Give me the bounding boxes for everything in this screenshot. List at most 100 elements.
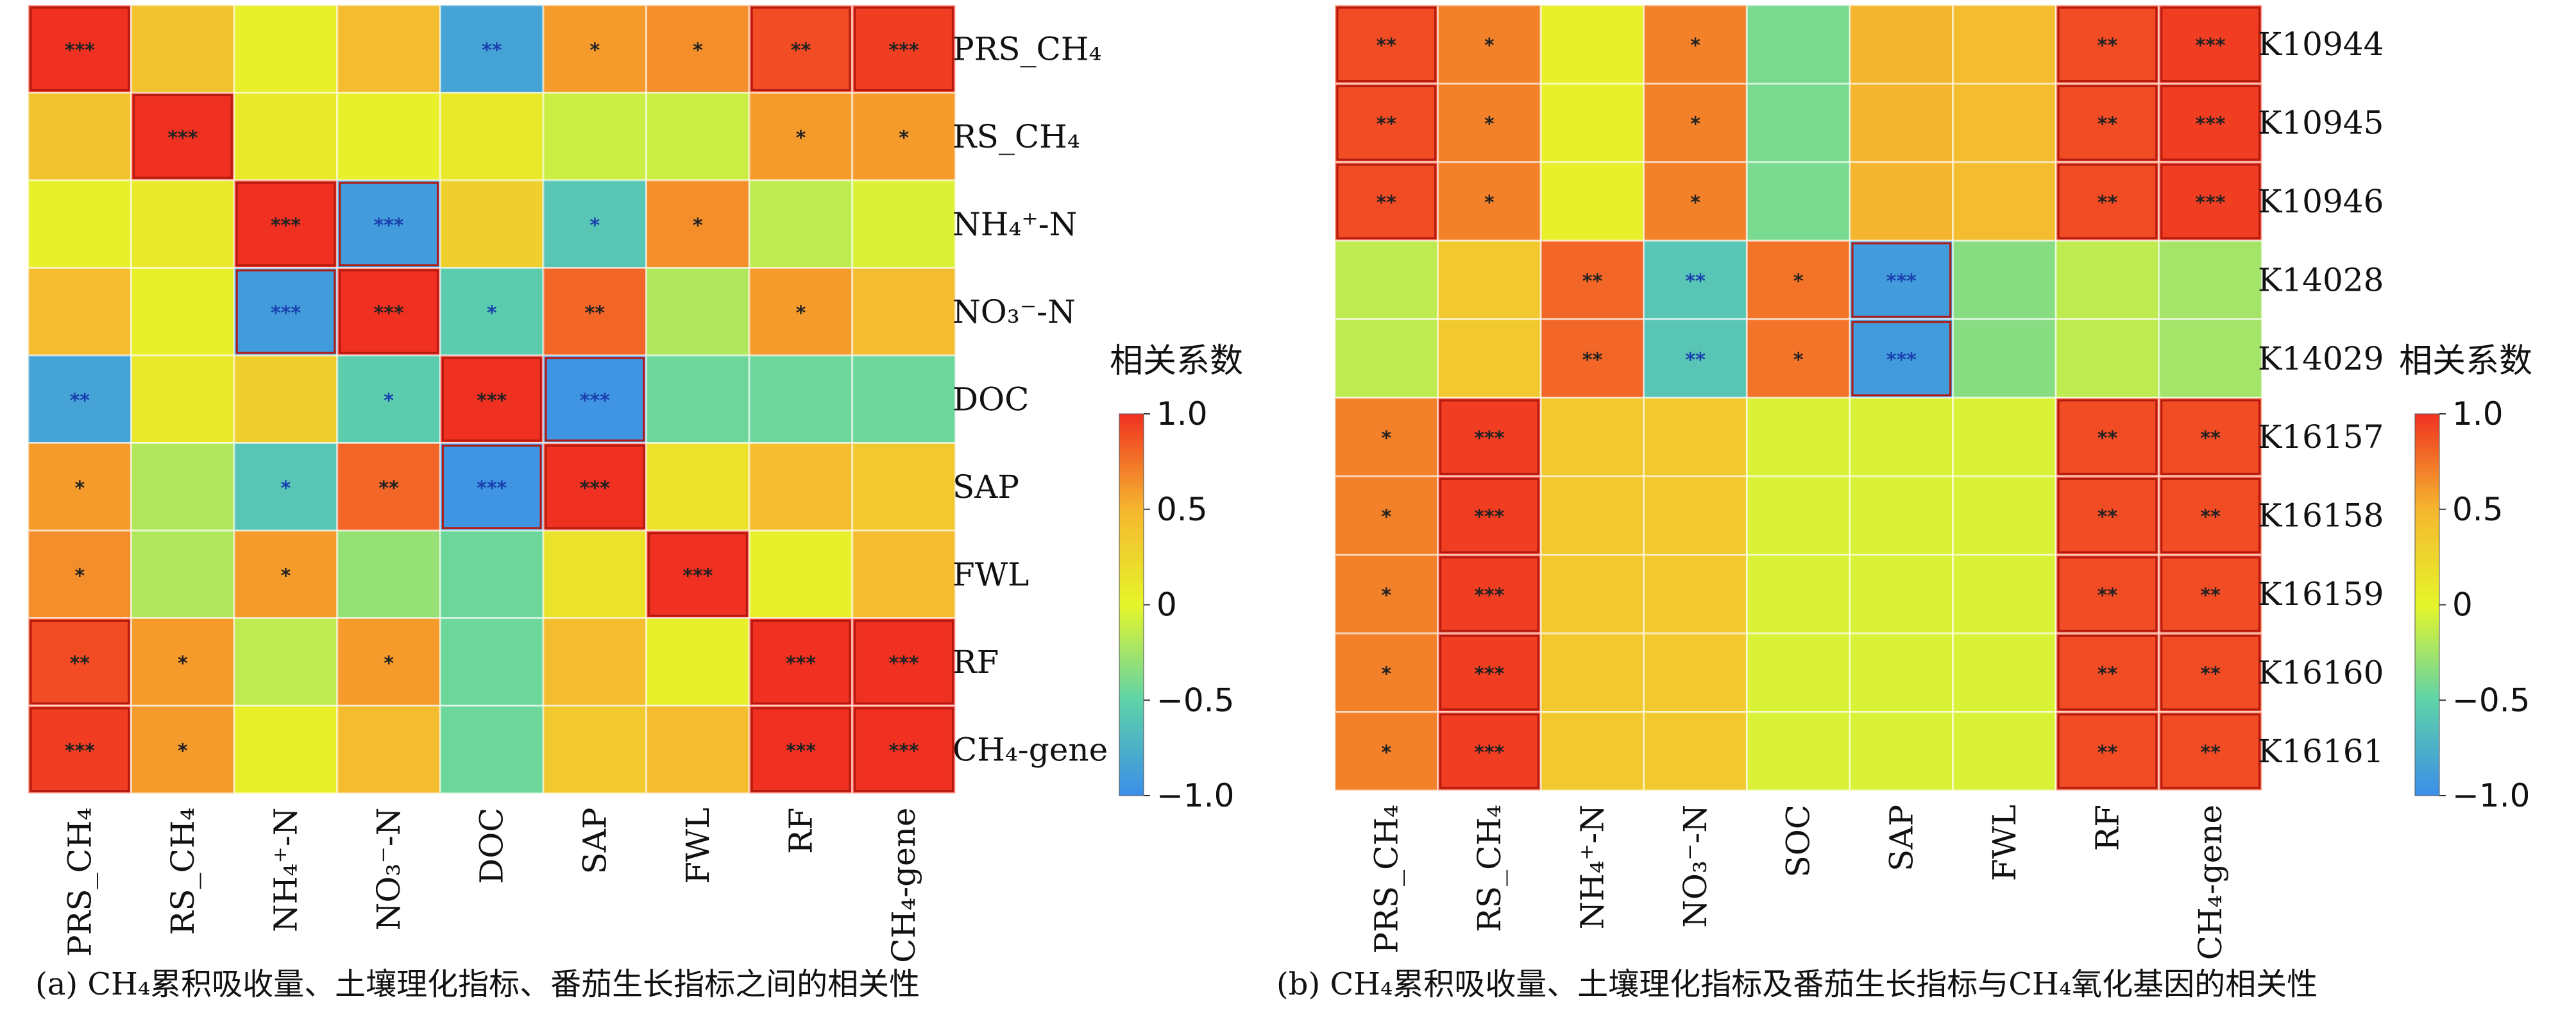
heatmap-cell bbox=[1952, 161, 2057, 242]
heatmap-cell bbox=[1643, 632, 1748, 714]
significance-label: * bbox=[693, 39, 703, 62]
heatmap-cell bbox=[542, 529, 648, 619]
cell-highlight-border bbox=[2057, 714, 2158, 789]
heatmap-cell bbox=[851, 179, 956, 269]
significance-label: * bbox=[1793, 349, 1804, 372]
cell-highlight-border bbox=[545, 357, 645, 441]
significance-label: ** bbox=[2200, 663, 2221, 685]
heatmap-cell bbox=[1334, 4, 1439, 85]
cell-highlight-border bbox=[854, 6, 954, 91]
significance-label: * bbox=[281, 565, 291, 587]
heatmap-cell bbox=[1334, 318, 1439, 399]
heatmap-cell bbox=[748, 267, 854, 357]
cell-highlight-border bbox=[2057, 164, 2158, 239]
heatmap-cell bbox=[748, 529, 854, 619]
heatmap-cell bbox=[1745, 239, 1851, 321]
heatmap-cell bbox=[2055, 82, 2160, 164]
cell-highlight-border bbox=[441, 445, 542, 529]
colorbar bbox=[2414, 413, 2440, 796]
heatmap-cell bbox=[1745, 475, 1851, 556]
heatmap-cell bbox=[233, 4, 339, 94]
heatmap-cell bbox=[748, 179, 854, 269]
column-label: NH₄⁺-N bbox=[267, 808, 305, 932]
significance-label: *** bbox=[2196, 192, 2226, 214]
heatmap-cell bbox=[130, 354, 235, 444]
significance-label: ** bbox=[1685, 349, 1706, 372]
heatmap-cell bbox=[336, 179, 441, 269]
heatmap-cell bbox=[1643, 82, 1748, 164]
heatmap-cell bbox=[1849, 82, 1954, 164]
heatmap-cell bbox=[439, 529, 545, 619]
cell-highlight-border bbox=[2057, 556, 2158, 632]
heatmap-cell bbox=[2158, 239, 2263, 321]
heatmap-cell bbox=[1334, 161, 1439, 242]
cell-highlight-border bbox=[2057, 85, 2158, 161]
row-label: RS_CH₄ bbox=[953, 118, 1080, 155]
significance-label: *** bbox=[271, 302, 301, 325]
heatmap-cell bbox=[851, 705, 956, 794]
row-label: PRS_CH₄ bbox=[953, 30, 1101, 67]
heatmap-cell bbox=[27, 529, 133, 619]
heatmap-cell bbox=[1952, 554, 2057, 635]
heatmap-cell bbox=[439, 4, 545, 94]
heatmap-cell bbox=[1437, 318, 1542, 399]
heatmap-cell bbox=[1539, 82, 1645, 164]
heatmap-cell bbox=[2158, 397, 2263, 477]
significance-label: * bbox=[589, 214, 600, 237]
heatmap-cell bbox=[645, 705, 750, 794]
column-label: CH₄-gene bbox=[885, 808, 922, 963]
significance-label: ** bbox=[2097, 663, 2118, 685]
heatmap-cell bbox=[233, 179, 339, 269]
significance-label: *** bbox=[889, 39, 919, 62]
significance-label: ** bbox=[1582, 349, 1603, 372]
row-label: K10945 bbox=[2258, 105, 2384, 142]
heatmap-cell bbox=[27, 442, 133, 532]
heatmap-cell bbox=[1849, 475, 1954, 556]
significance-label: * bbox=[796, 302, 806, 325]
cell-highlight-border bbox=[854, 707, 954, 792]
heatmap-cell bbox=[1437, 4, 1542, 85]
colorbar-tick-label: 0 bbox=[1157, 586, 1177, 624]
colorbar-title: 相关系数 bbox=[2399, 342, 2532, 380]
heatmap-cell bbox=[336, 529, 441, 619]
significance-label: ** bbox=[1582, 270, 1603, 293]
significance-label: *** bbox=[477, 477, 507, 500]
row-label: K16160 bbox=[2258, 654, 2384, 691]
significance-label: * bbox=[1484, 35, 1495, 57]
heatmap-cell bbox=[233, 442, 339, 532]
heatmap-cell bbox=[1539, 711, 1645, 792]
colorbar-tick-label: 0.5 bbox=[2452, 491, 2504, 528]
heatmap-cell bbox=[2158, 161, 2263, 242]
heatmap-cell bbox=[2055, 318, 2160, 399]
colorbar-tick-label: −0.5 bbox=[1157, 681, 1234, 719]
heatmap-cell bbox=[130, 179, 235, 269]
significance-label: ** bbox=[2097, 585, 2118, 607]
heatmap-cell bbox=[2158, 711, 2263, 792]
significance-label: ** bbox=[2097, 742, 2118, 764]
heatmap-cell bbox=[1745, 397, 1851, 477]
heatmap-cell bbox=[542, 92, 648, 182]
significance-label: ** bbox=[2200, 585, 2221, 607]
heatmap-cell bbox=[1952, 239, 2057, 321]
cell-highlight-border bbox=[1439, 635, 1539, 711]
significance-label: *** bbox=[2196, 114, 2226, 136]
heatmap-cell bbox=[1952, 318, 2057, 399]
significance-label: * bbox=[1690, 35, 1700, 57]
cell-highlight-border bbox=[1336, 85, 1437, 161]
cell-highlight-border bbox=[750, 6, 851, 91]
column-label: NO₃⁻-N bbox=[370, 808, 407, 931]
heatmap-cell bbox=[336, 4, 441, 94]
heatmap-cell bbox=[1849, 161, 1954, 242]
significance-label: ** bbox=[70, 653, 90, 675]
column-label: RF bbox=[2089, 805, 2126, 851]
significance-label: *** bbox=[1886, 270, 1917, 293]
heatmap-cell bbox=[1849, 397, 1954, 477]
cell-highlight-border bbox=[2160, 85, 2260, 161]
significance-label: *** bbox=[65, 740, 95, 762]
significance-label: *** bbox=[1474, 585, 1504, 607]
significance-label: ** bbox=[2097, 427, 2118, 450]
cell-highlight-border bbox=[2160, 399, 2260, 475]
heatmap-cell bbox=[851, 529, 956, 619]
heatmap-cell bbox=[233, 705, 339, 794]
significance-label: *** bbox=[477, 389, 507, 412]
